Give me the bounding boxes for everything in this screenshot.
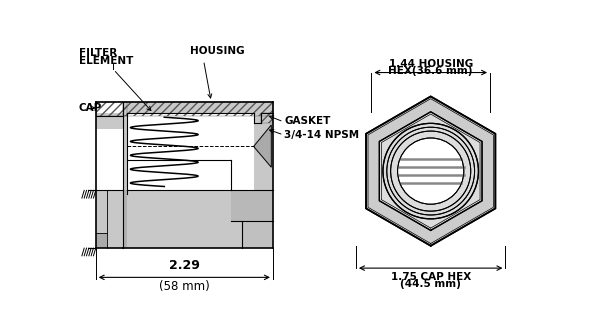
Polygon shape — [379, 112, 482, 230]
Text: GASKET: GASKET — [284, 116, 331, 126]
Text: 1.44 HOUSING: 1.44 HOUSING — [389, 59, 473, 69]
Bar — [96, 102, 127, 116]
Text: CAP: CAP — [79, 103, 102, 113]
Circle shape — [398, 138, 464, 204]
Bar — [123, 102, 273, 116]
Bar — [123, 190, 273, 248]
Text: FILTER: FILTER — [79, 48, 117, 58]
Text: 2.29: 2.29 — [169, 259, 200, 272]
Bar — [96, 113, 127, 129]
Bar — [230, 190, 273, 221]
Text: (44.5 mm): (44.5 mm) — [400, 279, 461, 289]
Bar — [123, 102, 273, 248]
Bar — [262, 113, 273, 123]
Text: 3/4-14 NPSM: 3/4-14 NPSM — [284, 130, 359, 140]
Bar — [96, 190, 123, 248]
Polygon shape — [366, 96, 496, 246]
Text: HOUSING: HOUSING — [190, 46, 245, 56]
Text: 1.75 CAP HEX: 1.75 CAP HEX — [391, 272, 471, 282]
Polygon shape — [254, 125, 271, 167]
Text: (58 mm): (58 mm) — [159, 280, 209, 293]
Bar — [242, 221, 273, 248]
Text: HEX(36.6 mm): HEX(36.6 mm) — [388, 66, 473, 76]
Bar — [96, 233, 107, 248]
Bar — [127, 190, 254, 248]
Text: ELEMENT: ELEMENT — [79, 56, 133, 66]
Bar — [127, 113, 254, 190]
